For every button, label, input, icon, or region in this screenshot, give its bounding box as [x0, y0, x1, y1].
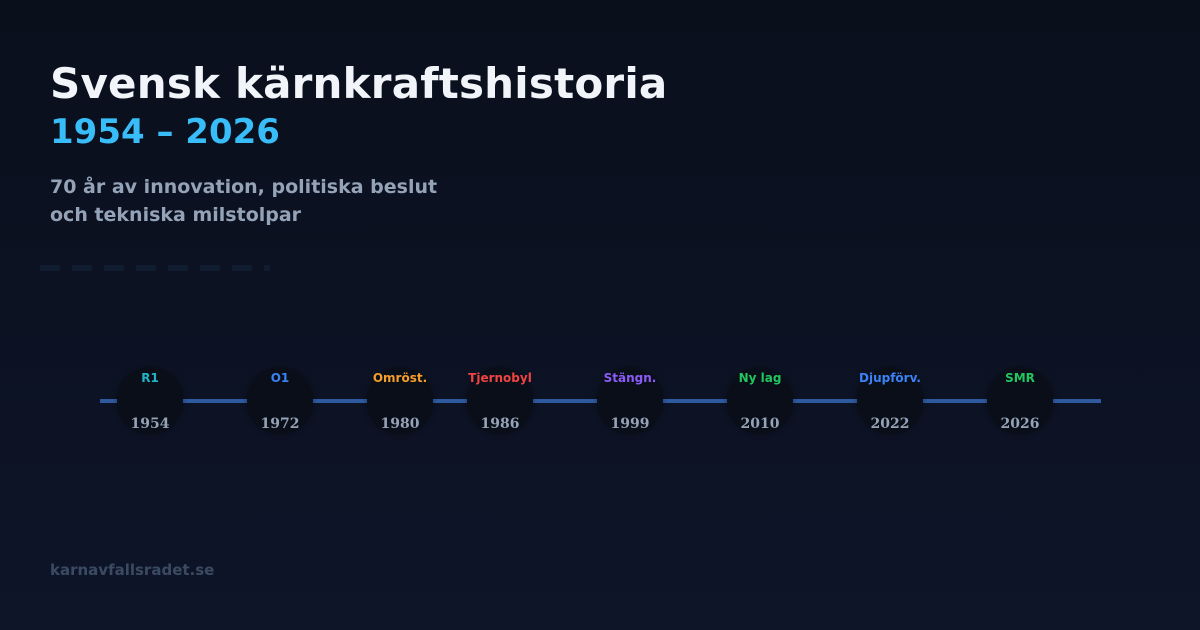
- event-label: R1: [141, 371, 159, 385]
- subtitle: 70 år av innovation, politiska beslut oc…: [50, 173, 530, 229]
- event-marker-circle: [987, 368, 1053, 434]
- page-title: Svensk kärnkraftshistoria: [50, 59, 668, 108]
- event-label: SMR: [1005, 371, 1035, 385]
- event-year: 1972: [260, 416, 300, 432]
- year-range: 1954 – 2026: [50, 112, 280, 152]
- event-year: 1999: [610, 416, 650, 432]
- site-url: karnavfallsradet.se: [50, 561, 215, 579]
- subtitle-line-2: och tekniska milstolpar: [50, 204, 302, 226]
- event-label: O1: [270, 371, 290, 385]
- event-label: Stängn.: [603, 371, 657, 385]
- event-marker-circle: [467, 368, 533, 434]
- event-label: Ny lag: [738, 371, 782, 385]
- event-year: 1954: [130, 416, 170, 432]
- event-label: Djupförv.: [859, 371, 921, 385]
- event-marker-circle: [247, 368, 313, 434]
- event-label: Omröst.: [372, 371, 428, 385]
- event-marker-circle: [597, 368, 663, 434]
- event-year: 2022: [870, 416, 910, 432]
- event-year: 2010: [740, 416, 780, 432]
- event-year: 1986: [480, 416, 520, 432]
- event-marker-circle: [367, 368, 433, 434]
- event-year: 1980: [380, 416, 420, 432]
- event-marker-circle: [117, 368, 183, 434]
- event-label: Tjernobyl: [468, 371, 532, 385]
- subtitle-line-1: 70 år av innovation, politiska beslut: [50, 176, 438, 198]
- event-marker-circle: [857, 368, 923, 434]
- event-marker-circle: [727, 368, 793, 434]
- decorative-divider: [40, 265, 270, 271]
- event-year: 2026: [1000, 416, 1040, 432]
